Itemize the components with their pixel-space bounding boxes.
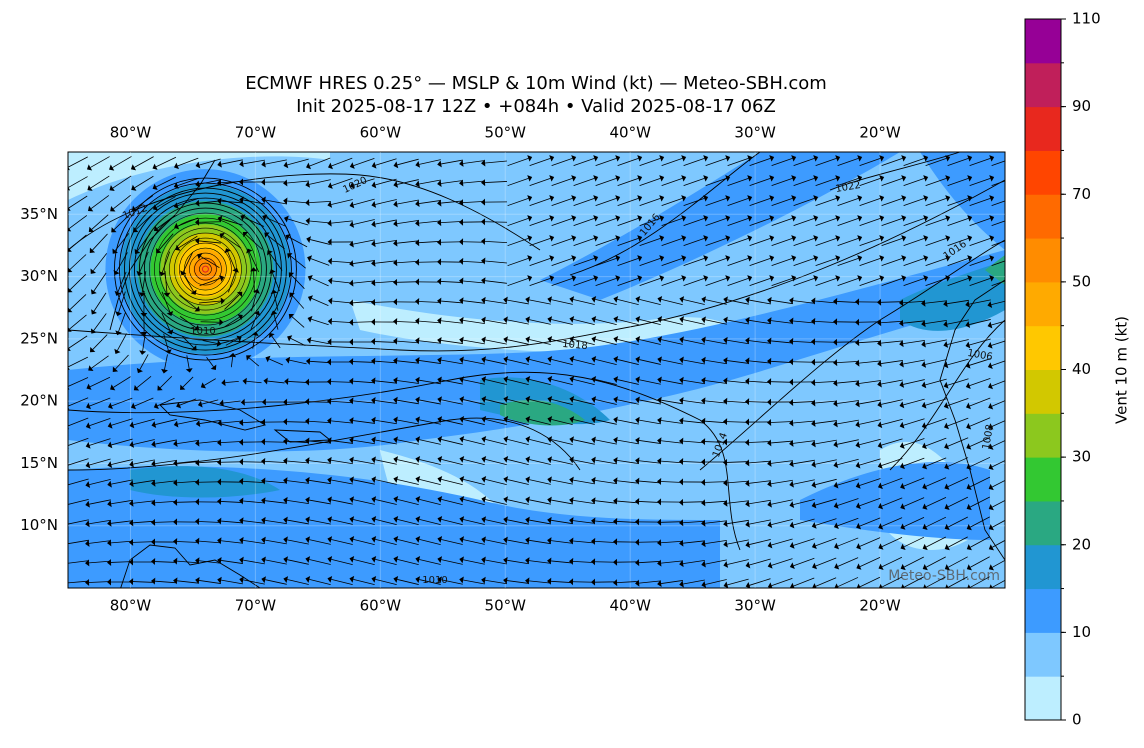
isobar-label: 1010 [190,326,215,337]
lon-label-bottom: 80°W [110,597,152,615]
lon-label-top: 60°W [360,124,402,142]
colorbar-band [1025,545,1061,589]
colorbar-band [1025,370,1061,414]
lon-label-bottom: 50°W [485,597,527,615]
isobar-label: 1010 [422,575,447,586]
colorbar-band [1025,238,1061,282]
colorbar-band [1025,63,1061,107]
lon-label-top: 70°W [235,124,277,142]
wind-head [1011,195,1016,202]
colorbar-tick-label: 0 [1072,711,1082,729]
wind-shaft [485,222,507,223]
lon-label-bottom: 60°W [360,597,402,615]
colorbar-tick-label: 40 [1072,360,1091,378]
wind-head [63,579,67,586]
colorbar: 0 10 20 30 40 50 70 90 110 [1025,10,1101,729]
lon-label-top: 20°W [859,124,901,142]
wind-shaft [245,402,264,403]
lat-label: 10°N [20,516,58,534]
lon-label-top: 40°W [609,124,651,142]
wind-head [1011,255,1016,262]
colorbar-tick-label: 90 [1072,97,1091,115]
wind-head [1011,215,1016,222]
wind-head [63,540,68,547]
wind-shaft [859,322,881,323]
wind-head [63,560,67,567]
colorbar-band [1025,326,1061,370]
colorbar-band [1025,457,1061,501]
colorbar-band [1025,589,1061,633]
lat-label: 35°N [20,205,58,223]
cyclone-wind-zone [193,257,217,281]
wind-shaft [199,222,221,223]
colorbar-tick-label: 20 [1072,535,1091,553]
subtitle: Init 2025-08-17 12Z • +084h • Valid 2025… [296,96,776,117]
colorbar-band [1025,282,1061,326]
wind-shaft [265,442,287,443]
wind-shaft [639,542,661,543]
lat-label: 15°N [20,454,58,472]
lon-label-bottom: 20°W [859,597,901,615]
lat-label: 30°N [20,267,58,285]
wind-head [1011,235,1016,242]
colorbar-band [1025,501,1061,545]
colorbar-tick-label: 110 [1072,10,1101,28]
colorbar-band [1025,676,1061,720]
lat-label: 25°N [20,329,58,347]
lon-label-bottom: 70°W [235,597,277,615]
colorbar-band [1025,194,1061,238]
lat-label: 20°N [20,392,58,410]
wind-head [1011,275,1016,282]
isobar-label: 1018 [562,339,588,352]
lon-label-top: 30°W [734,124,776,142]
wind-head [1011,155,1016,162]
colorbar-band [1025,150,1061,194]
lon-label-top: 80°W [110,124,152,142]
wind-head [63,521,68,528]
colorbar-tick-label: 10 [1072,623,1091,641]
lon-label-top: 50°W [485,124,527,142]
lon-label-bottom: 30°W [734,597,776,615]
colorbar-band [1025,19,1061,63]
colorbar-tick-label: 50 [1072,272,1091,290]
colorbar-tick-label: 30 [1072,448,1091,466]
title: ECMWF HRES 0.25° — MSLP & 10m Wind (kt) … [245,73,827,94]
colorbar-band [1025,107,1061,151]
colorbar-label: Vent 10 m (kt) [1113,316,1131,424]
colorbar-band [1025,413,1061,457]
watermark: Meteo-SBH.com [888,568,1000,584]
colorbar-band [1025,632,1061,676]
wind-field [68,152,1005,588]
wind-head [63,501,68,508]
colorbar-tick-label: 70 [1072,185,1091,203]
wind-head [1011,175,1016,182]
lon-label-bottom: 40°W [609,597,651,615]
